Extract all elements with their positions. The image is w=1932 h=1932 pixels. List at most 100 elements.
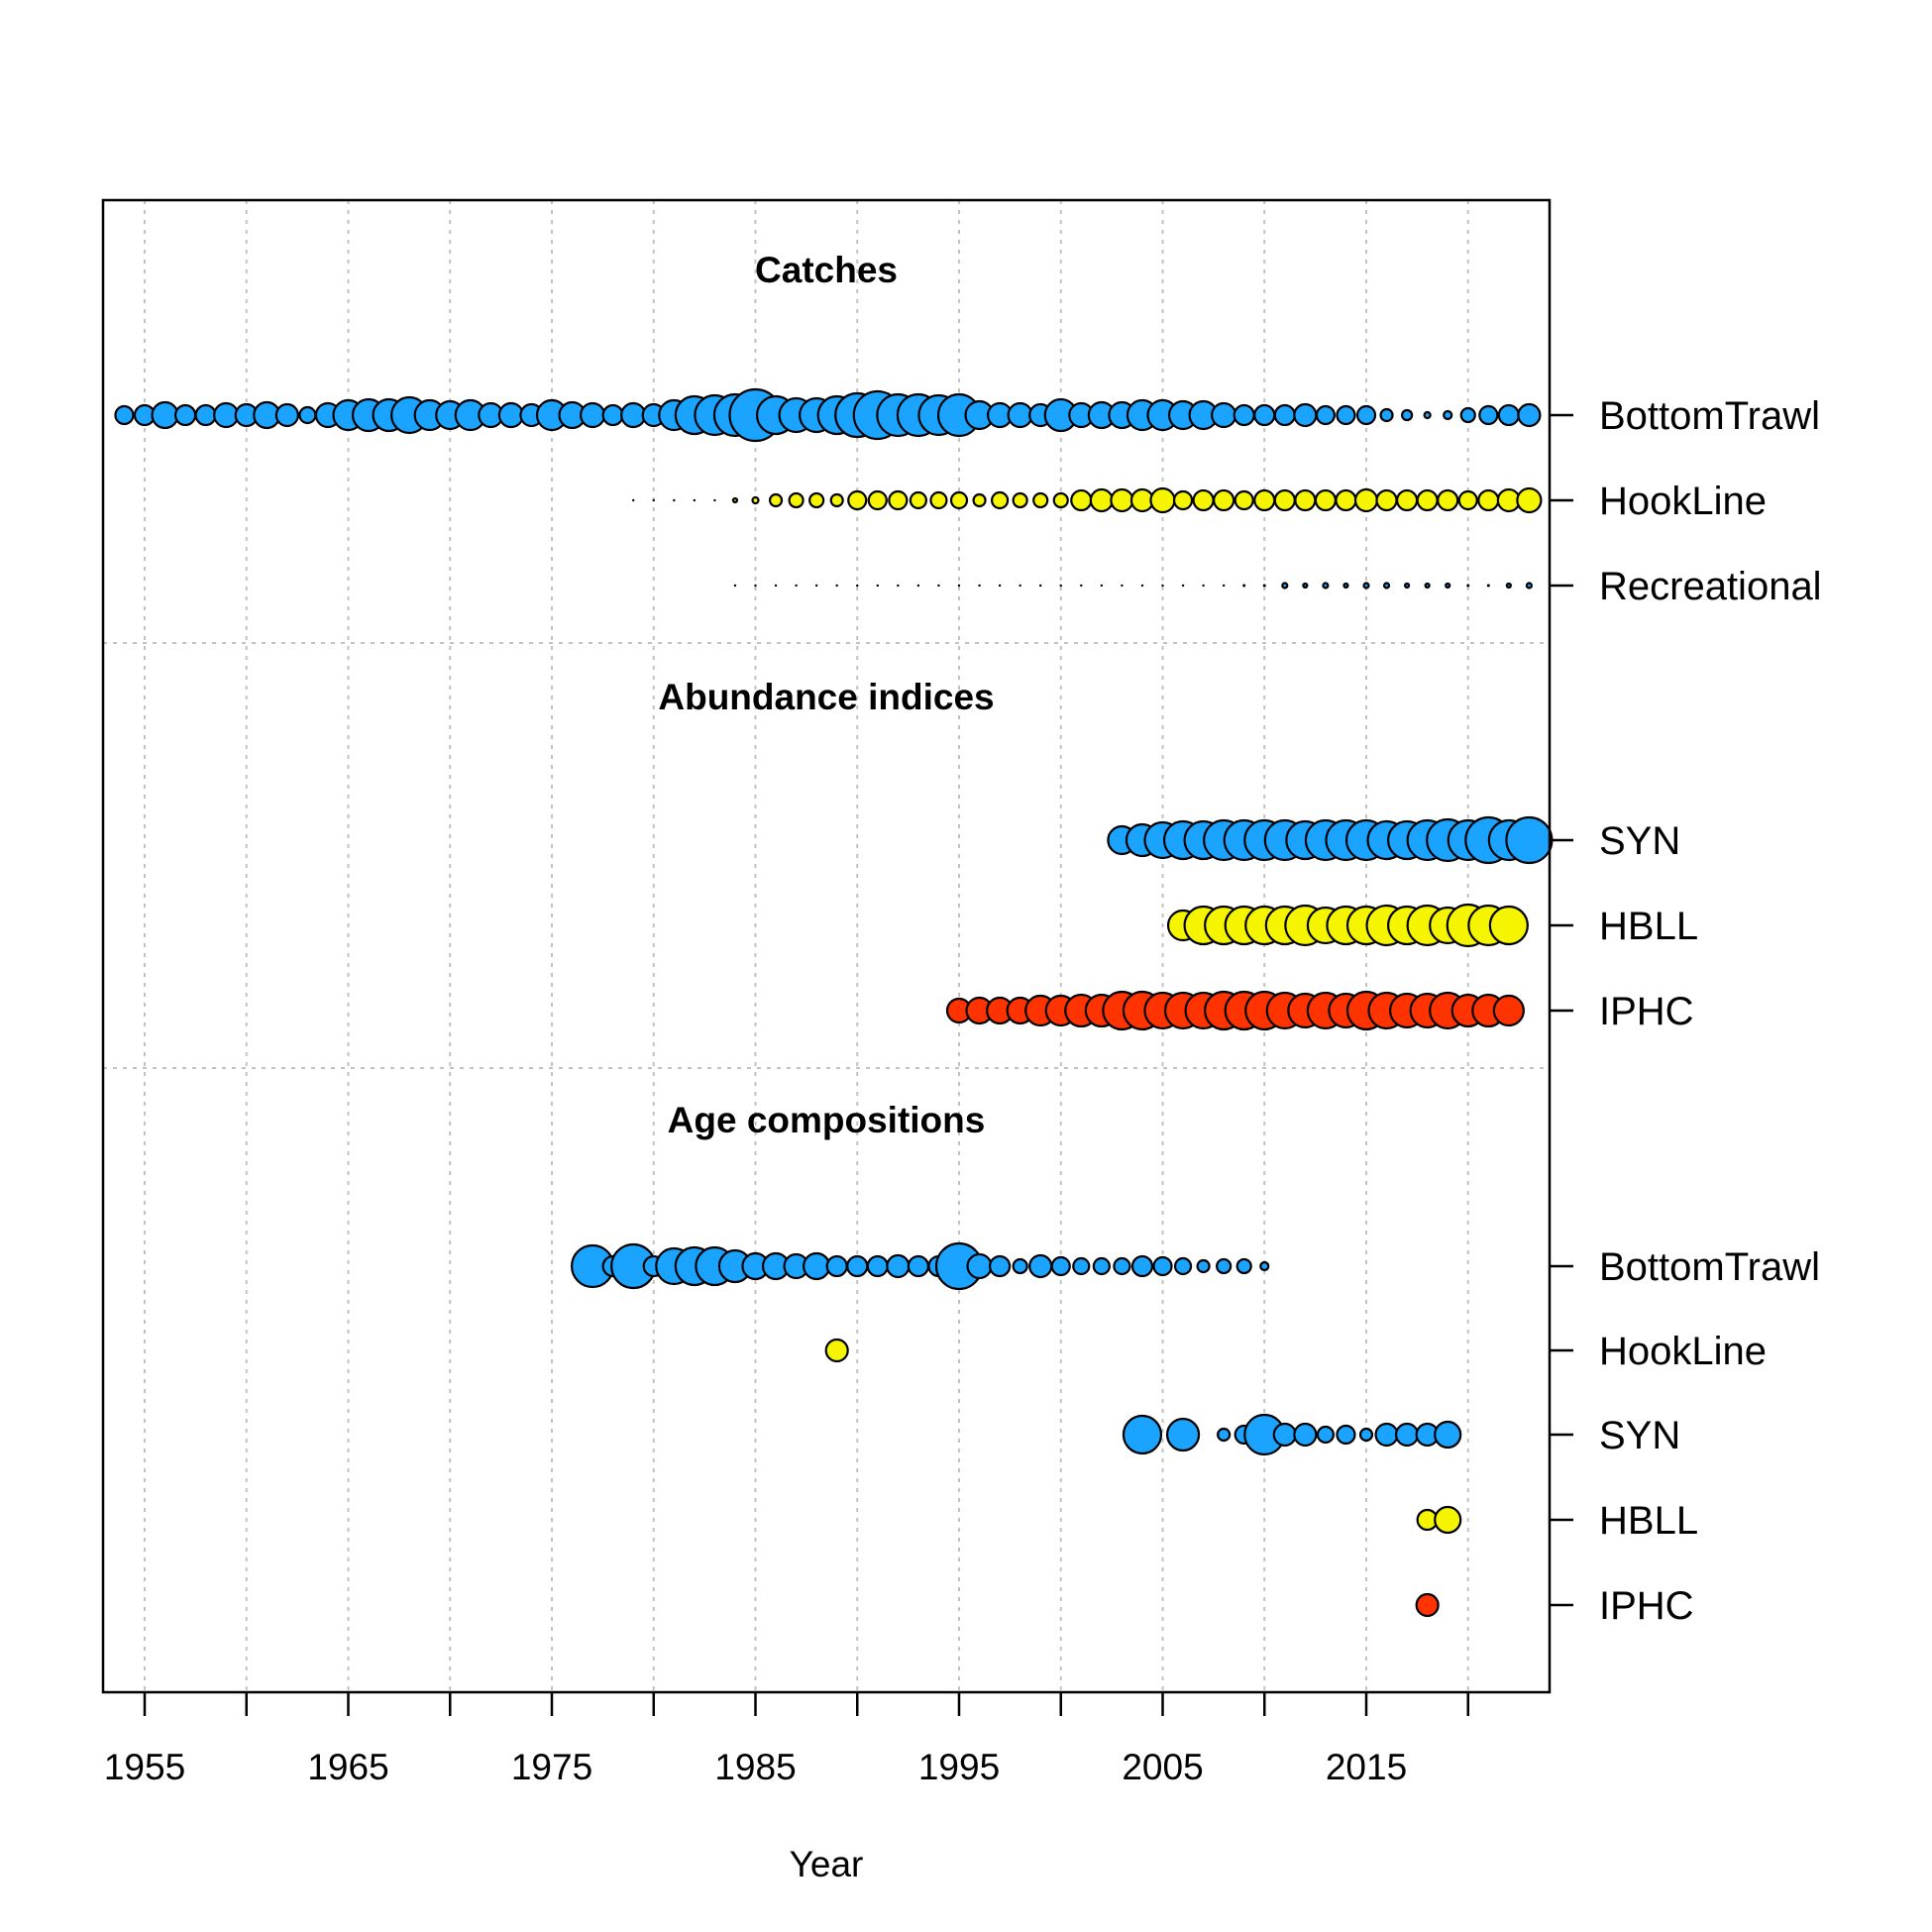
data-point xyxy=(1242,584,1246,588)
data-point xyxy=(814,584,818,588)
data-point xyxy=(1486,584,1490,588)
data-point xyxy=(1374,1422,1399,1448)
data-point xyxy=(1437,488,1459,512)
data-point xyxy=(1059,584,1062,588)
data-point xyxy=(1358,1427,1374,1443)
data-point xyxy=(1259,1260,1270,1272)
data-point xyxy=(949,490,969,510)
data-point xyxy=(1336,1424,1356,1446)
data-point xyxy=(632,498,635,502)
data-point xyxy=(957,584,961,588)
data-point xyxy=(1497,403,1520,427)
data-point xyxy=(1181,584,1185,588)
data-point xyxy=(114,404,135,426)
data-point xyxy=(829,492,844,508)
data-point xyxy=(1113,1256,1131,1276)
x-tick-label: 2005 xyxy=(1122,1747,1203,1787)
x-tick-label: 1955 xyxy=(104,1747,185,1787)
data-point xyxy=(1161,584,1164,588)
data-point xyxy=(1019,584,1021,588)
data-point xyxy=(835,584,838,588)
data-point xyxy=(1007,401,1033,429)
row-label: HookLine xyxy=(1599,480,1767,523)
data-point xyxy=(1423,410,1432,420)
data-point xyxy=(713,498,716,502)
data-point xyxy=(1293,402,1318,428)
data-point xyxy=(1039,584,1042,588)
data-point xyxy=(1262,584,1266,588)
data-point xyxy=(1253,488,1276,512)
data-point xyxy=(1335,488,1357,512)
data-point xyxy=(1400,408,1414,422)
data-point xyxy=(1525,582,1534,590)
data-point xyxy=(754,584,757,588)
data-point xyxy=(151,400,179,430)
data-point xyxy=(1092,1256,1111,1276)
data-point xyxy=(788,491,805,509)
x-tick-label: 1965 xyxy=(307,1747,388,1787)
data-point xyxy=(1172,489,1194,511)
data-point xyxy=(1196,1258,1211,1274)
data-point xyxy=(1152,1255,1173,1277)
data-point xyxy=(1294,488,1317,512)
data-point xyxy=(876,584,879,588)
row-label: BottomTrawl xyxy=(1599,1245,1820,1289)
data-point xyxy=(1416,488,1439,512)
data-point xyxy=(274,402,299,428)
data-point xyxy=(1089,487,1114,513)
data-point xyxy=(1253,403,1276,427)
data-point xyxy=(1234,489,1254,511)
row-label: SYN xyxy=(1599,1414,1680,1457)
data-point xyxy=(174,403,197,427)
data-point xyxy=(1149,486,1176,514)
data-point xyxy=(1505,815,1554,865)
data-point xyxy=(768,492,784,508)
data-point xyxy=(1375,488,1398,512)
row-label: HBLL xyxy=(1599,1499,1698,1543)
x-tick-label: 2015 xyxy=(1326,1747,1407,1787)
data-point xyxy=(1032,491,1049,509)
data-point xyxy=(1424,582,1431,590)
data-point xyxy=(1293,1422,1318,1448)
data-point xyxy=(972,492,987,508)
data-point xyxy=(194,403,217,427)
data-points xyxy=(114,387,1554,1618)
data-point xyxy=(751,495,760,505)
data-point xyxy=(1122,1414,1163,1455)
data-point xyxy=(1121,584,1124,588)
data-point xyxy=(1395,488,1419,512)
x-axis: 1955 1965 1975 1985 1995 2005 2015 xyxy=(104,1692,1469,1787)
data-point xyxy=(1443,409,1453,421)
data-point xyxy=(731,496,739,504)
data-point xyxy=(1516,486,1543,514)
section-title: Catches xyxy=(755,250,898,290)
data-point xyxy=(1457,489,1478,511)
row-label: SYN xyxy=(1599,819,1680,863)
data-point xyxy=(1213,488,1235,512)
data-point xyxy=(601,403,624,427)
data-point xyxy=(990,490,1010,510)
data-point xyxy=(1403,582,1411,590)
data-point xyxy=(1492,994,1525,1027)
data-point xyxy=(1382,582,1391,590)
data-point xyxy=(1459,406,1476,424)
data-point xyxy=(1505,582,1512,590)
data-point xyxy=(213,401,240,429)
data-point xyxy=(1336,404,1356,426)
data-point xyxy=(825,1254,848,1278)
data-point xyxy=(1315,404,1337,426)
data-point xyxy=(1012,491,1028,509)
data-point xyxy=(298,405,317,425)
section-title: Abundance indices xyxy=(658,677,994,717)
data-point xyxy=(1130,1254,1154,1278)
data-point xyxy=(1362,582,1370,590)
data-point xyxy=(1466,584,1470,588)
data-point xyxy=(847,489,868,511)
data-point xyxy=(937,584,940,588)
data-point xyxy=(1140,584,1144,588)
data-point xyxy=(1050,1255,1071,1277)
data-point xyxy=(1342,582,1349,590)
data-point xyxy=(1478,404,1499,426)
data-point xyxy=(978,584,981,588)
